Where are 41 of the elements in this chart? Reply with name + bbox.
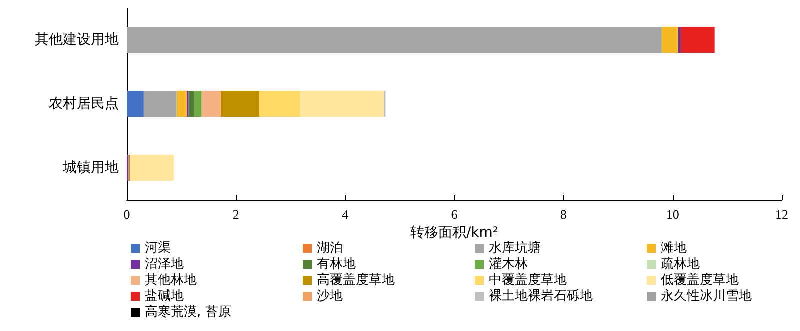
bar	[127, 27, 662, 53]
x-tick-label: 2	[232, 207, 240, 222]
x-tick-label: 10	[666, 207, 680, 222]
bar	[130, 155, 174, 181]
legend-label: 低覆盖度草地	[661, 272, 739, 288]
bar	[220, 91, 260, 117]
legend-label: 河渠	[145, 241, 171, 256]
legend-label: 沼泽地	[145, 257, 184, 272]
y-tick-label: 其他建设用地	[35, 32, 119, 48]
legend-label: 裸土地裸岩石砾地	[489, 289, 593, 304]
legend-label: 其他林地	[145, 273, 197, 288]
x-tick-label: 6	[451, 207, 458, 222]
legend-label: 盐碱地	[145, 289, 184, 304]
y-tick-label: 城镇用地	[62, 160, 119, 176]
legend-label: 滩地	[661, 241, 687, 256]
bar	[300, 91, 384, 117]
legend-label: 有林地	[317, 257, 356, 272]
bar	[188, 91, 194, 117]
x-axis-title: 转移面积/km²	[410, 224, 499, 241]
x-tick-label: 4	[342, 207, 350, 222]
bar	[194, 91, 202, 117]
legend-label: 永久性冰川雪地	[661, 288, 752, 304]
legend-label: 高寒荒漠, 苔原	[145, 304, 232, 320]
legend-label: 湖泊	[317, 241, 343, 256]
bar	[144, 91, 177, 117]
bar	[680, 27, 715, 53]
x-tick-label: 12	[776, 207, 788, 222]
legend-label: 高覆盖度草地	[317, 272, 395, 288]
legend-label: 水库坑塘	[489, 241, 541, 256]
bar	[260, 91, 300, 117]
bar	[662, 27, 678, 53]
legend-label: 中覆盖度草地	[489, 272, 567, 288]
x-tick-label: 0	[124, 207, 130, 222]
legend-label: 沙地	[317, 289, 343, 304]
legend-label: 疏林地	[661, 257, 700, 272]
x-tick-label: 8	[560, 207, 567, 222]
bar	[176, 91, 188, 117]
y-tick-label: 农村居民点	[49, 96, 119, 112]
legend-label: 灌木林	[489, 257, 528, 272]
bar	[127, 91, 144, 117]
bar	[202, 91, 221, 117]
